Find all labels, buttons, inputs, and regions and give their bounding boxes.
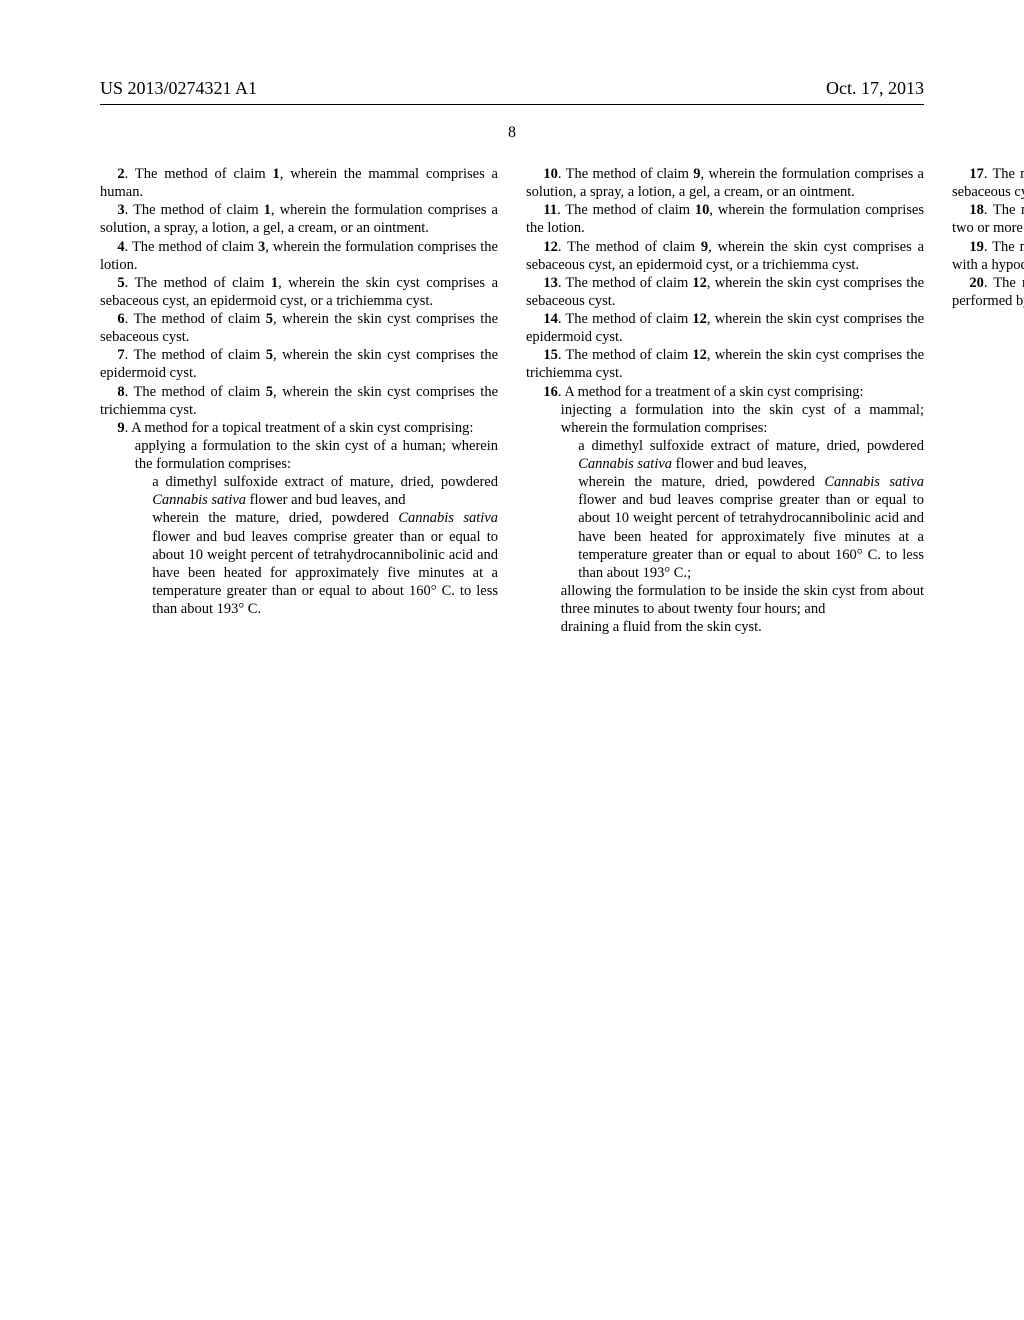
frag: a dimethyl sulfoxide extract of mature, … (578, 438, 924, 454)
claim-ref: 12 (692, 311, 707, 327)
claim-16-sub4: allowing the formulation to be inside th… (526, 582, 924, 618)
claim-text: . The method of claim (558, 166, 693, 182)
claim-text: . The method of claim (125, 311, 266, 327)
claim-num: 20 (969, 275, 984, 291)
claim-17: 17. The method of claim 16, wherein the … (952, 165, 1024, 201)
claim-16-sub3: wherein the mature, dried, powdered Cann… (526, 473, 924, 582)
claim-16-sub1: injecting a formulation into the skin cy… (526, 401, 924, 437)
claim-text: . The method of claim (558, 311, 693, 327)
claims-body: 2. The method of claim 1, wherein the ma… (100, 165, 924, 645)
frag: wherein the mature, dried, powdered (578, 474, 824, 490)
frag: flower and bud leaves, (672, 456, 807, 472)
claim-ref: 12 (692, 275, 707, 291)
claim-num: 12 (543, 239, 558, 255)
claim-15: 15. The method of claim 12, wherein the … (526, 346, 924, 382)
frag: a dimethyl sulfoxide extract of mature, … (152, 474, 498, 490)
claim-20: 20. The method of claim 17, wherein the … (952, 274, 1024, 310)
claim-8: 8. The method of claim 5, wherein the sk… (100, 383, 498, 419)
claim-text: . The method of claim (125, 202, 264, 218)
claim-text: . The method of claim (558, 347, 693, 363)
claim-12: 12. The method of claim 9, wherein the s… (526, 238, 924, 274)
frag: flower and bud leaves, and (246, 492, 405, 508)
claim-num: 7 (117, 347, 124, 363)
claim-num: 6 (117, 311, 124, 327)
end-of-claims-marker: * * * * * (952, 316, 1024, 334)
claim-ref: 5 (266, 384, 273, 400)
claim-num: 8 (117, 384, 124, 400)
page-header: US 2013/0274321 A1 Oct. 17, 2013 (0, 78, 1024, 99)
claim-head: . A method for a topical treatment of a … (125, 420, 474, 436)
species: Cannabis sativa (578, 456, 672, 472)
claim-16-sub5: draining a fluid from the skin cyst. (526, 618, 924, 636)
claim-text: . The method of claim (558, 239, 701, 255)
claim-text: . The method of claim (125, 275, 271, 291)
claim-num: 19 (969, 239, 984, 255)
claim-2: 2. The method of claim 1, wherein the ma… (100, 165, 498, 201)
claim-text: . The method of claim (984, 202, 1024, 218)
claim-9: 9. A method for a topical treatment of a… (100, 419, 498, 437)
publication-date: Oct. 17, 2013 (826, 78, 924, 99)
claim-num: 5 (117, 275, 124, 291)
claim-text: . The method of claim (984, 166, 1024, 182)
claim-9-sub1: applying a formulation to the skin cyst … (100, 437, 498, 473)
claim-num: 10 (543, 166, 558, 182)
claim-16-sub2: a dimethyl sulfoxide extract of mature, … (526, 437, 924, 473)
claim-num: 14 (543, 311, 558, 327)
claim-text: . The method of claim (125, 347, 266, 363)
claim-14: 14. The method of claim 12, wherein the … (526, 310, 924, 346)
claim-16: 16. A method for a treatment of a skin c… (526, 383, 924, 401)
claim-text: . The method of claim (125, 384, 266, 400)
claim-num: 13 (543, 275, 558, 291)
species: Cannabis sativa (824, 474, 924, 490)
claim-ref: 10 (695, 202, 710, 218)
frag: flower and bud leaves comprise greater t… (152, 529, 498, 618)
species: Cannabis sativa (152, 492, 246, 508)
claim-ref: 5 (266, 311, 273, 327)
claim-6: 6. The method of claim 5, wherein the sk… (100, 310, 498, 346)
claim-ref: 9 (701, 239, 708, 255)
claim-11: 11. The method of claim 10, wherein the … (526, 201, 924, 237)
claim-13: 13. The method of claim 12, wherein the … (526, 274, 924, 310)
claim-text: . The method of claim (558, 275, 693, 291)
claim-num: 9 (117, 420, 124, 436)
claim-num: 3 (117, 202, 124, 218)
claim-ref: 1 (264, 202, 271, 218)
claim-text: . The method of claim (125, 166, 273, 182)
claim-text: . The method of claim (984, 275, 1024, 291)
claim-text: . The method of claim (557, 202, 695, 218)
claim-3: 3. The method of claim 1, wherein the fo… (100, 201, 498, 237)
claim-num: 18 (969, 202, 984, 218)
claim-10: 10. The method of claim 9, wherein the f… (526, 165, 924, 201)
claim-4: 4. The method of claim 3, wherein the fo… (100, 238, 498, 274)
claim-7: 7. The method of claim 5, wherein the sk… (100, 346, 498, 382)
claim-num: 16 (543, 384, 558, 400)
species: Cannabis sativa (398, 510, 498, 526)
page-number: 8 (0, 124, 1024, 142)
claim-num: 4 (117, 239, 124, 255)
claim-9-sub3: wherein the mature, dried, powdered Cann… (100, 509, 498, 618)
header-rule (100, 104, 924, 105)
frag: flower and bud leaves comprise greater t… (578, 492, 924, 581)
claim-19: 19. The method of claim 17, wherein the … (952, 238, 1024, 274)
claim-ref: 12 (692, 347, 707, 363)
claim-5: 5. The method of claim 1, wherein the sk… (100, 274, 498, 310)
claim-ref: 5 (266, 347, 273, 363)
publication-number: US 2013/0274321 A1 (100, 78, 257, 99)
claim-text: . The method of claim (125, 239, 258, 255)
claim-head: . A method for a treatment of a skin cys… (558, 384, 864, 400)
claim-9-sub2: a dimethyl sulfoxide extract of mature, … (100, 473, 498, 509)
claim-num: 15 (543, 347, 558, 363)
claim-ref: 1 (273, 166, 280, 182)
frag: wherein the mature, dried, powdered (152, 510, 398, 526)
claim-text: . The method of claim (984, 239, 1024, 255)
claim-18: 18. The method of claim 17, wherein the … (952, 201, 1024, 237)
claim-num: 2 (117, 166, 124, 182)
claim-num: 11 (543, 202, 557, 218)
claim-num: 17 (969, 166, 984, 182)
claim-ref: 9 (693, 166, 700, 182)
